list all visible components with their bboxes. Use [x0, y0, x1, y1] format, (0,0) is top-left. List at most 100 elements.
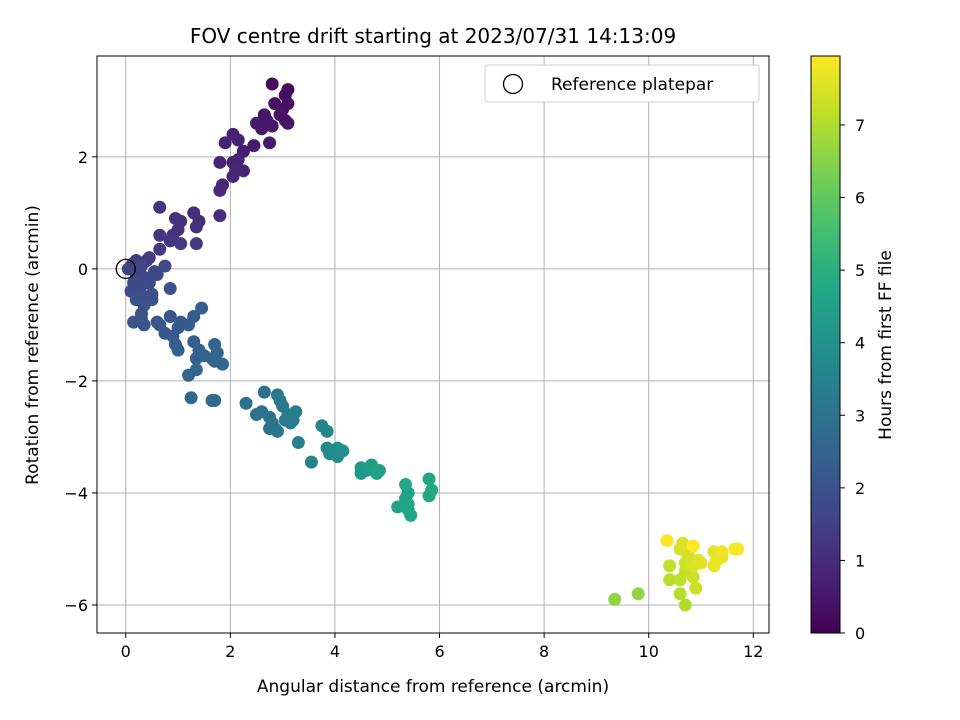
- data-point: [239, 396, 253, 410]
- data-point: [663, 559, 677, 573]
- x-tick-label: 10: [639, 642, 659, 661]
- data-point: [281, 116, 295, 130]
- data-point: [715, 545, 729, 559]
- data-point: [404, 508, 418, 522]
- data-point: [676, 536, 690, 550]
- data-point: [678, 598, 692, 612]
- data-point: [213, 183, 227, 197]
- data-point: [158, 259, 172, 273]
- data-point: [265, 77, 279, 91]
- data-point: [168, 211, 182, 225]
- y-tick-label: 2: [78, 148, 88, 167]
- data-point: [391, 500, 405, 514]
- data-point: [257, 385, 271, 399]
- legend-box: [484, 64, 760, 103]
- data-point: [226, 127, 240, 141]
- legend-marker: [502, 73, 524, 95]
- data-point: [263, 136, 277, 150]
- data-point: [320, 424, 334, 438]
- data-point: [213, 209, 227, 223]
- y-axis-label: Rotation from reference (arcmin): [23, 205, 43, 485]
- x-tick-label: 0: [121, 642, 131, 661]
- data-point: [686, 570, 700, 584]
- x-axis-ticks: 0 2 4 6 8 10 12: [121, 633, 763, 661]
- colorbar-label: Hours from first FF file: [876, 250, 896, 440]
- data-point: [422, 472, 436, 486]
- data-point: [731, 542, 745, 556]
- x-axis-label: Angular distance from reference (arcmin): [257, 677, 609, 697]
- y-tick-label: −6: [64, 596, 88, 615]
- x-tick-label: 2: [225, 642, 235, 661]
- data-point: [153, 242, 167, 256]
- data-point: [189, 363, 203, 377]
- data-point: [663, 573, 677, 587]
- x-tick-label: 12: [743, 642, 763, 661]
- colorbar-tick-label: 0: [855, 624, 865, 643]
- plot-frame: [96, 55, 770, 634]
- data-point: [660, 534, 674, 548]
- data-point: [134, 259, 148, 273]
- reference-marker: [115, 258, 136, 280]
- data-point: [213, 155, 227, 169]
- reference-platepar-point: [115, 258, 136, 280]
- data-point: [270, 424, 284, 438]
- data-point: [208, 394, 222, 408]
- data-point: [187, 309, 201, 323]
- legend: Reference platepar: [484, 64, 760, 103]
- scatter-points: [121, 77, 745, 612]
- data-point: [150, 267, 164, 281]
- x-tick-label: 4: [330, 642, 340, 661]
- data-point: [184, 391, 198, 405]
- data-point: [694, 556, 708, 570]
- colorbar-tick-label: 6: [855, 189, 865, 208]
- data-point: [163, 281, 177, 295]
- data-point: [247, 139, 261, 153]
- data-point: [631, 587, 645, 601]
- data-point: [163, 234, 177, 248]
- data-point: [686, 539, 700, 553]
- data-point: [608, 592, 622, 606]
- data-point: [399, 478, 413, 492]
- data-point: [425, 483, 439, 497]
- data-point: [278, 413, 292, 427]
- data-point: [195, 301, 209, 315]
- data-point: [163, 309, 177, 323]
- x-tick-label: 6: [434, 642, 444, 661]
- colorbar-tick-label: 2: [855, 479, 865, 498]
- chart-title: FOV centre drift starting at 2023/07/31 …: [190, 24, 676, 48]
- data-point: [265, 119, 279, 133]
- colorbar-tick-label: 1: [855, 551, 865, 570]
- data-point: [208, 354, 222, 368]
- data-point: [226, 169, 240, 183]
- data-point: [336, 444, 350, 458]
- colorbar-tick-label: 4: [855, 334, 865, 353]
- data-point: [218, 136, 232, 150]
- data-point: [153, 228, 167, 242]
- data-point: [291, 436, 305, 450]
- data-point: [255, 122, 269, 136]
- data-point: [304, 455, 318, 469]
- legend-label: Reference platepar: [551, 75, 713, 95]
- colorbar-tick-label: 7: [855, 116, 865, 135]
- data-point: [673, 587, 687, 601]
- y-tick-label: −2: [64, 372, 88, 391]
- data-point: [137, 318, 151, 332]
- y-tick-label: 0: [78, 260, 88, 279]
- x-tick-label: 8: [539, 642, 549, 661]
- data-point: [171, 343, 185, 357]
- colorbar: [810, 55, 841, 634]
- data-point: [187, 206, 201, 220]
- data-point: [689, 581, 703, 595]
- data-point: [174, 237, 188, 251]
- data-point: [189, 237, 203, 251]
- data-point: [289, 405, 303, 419]
- y-tick-label: −4: [64, 484, 88, 503]
- colorbar-tick-label: 5: [855, 261, 865, 280]
- colorbar-tick-label: 3: [855, 406, 865, 425]
- data-point: [370, 466, 384, 480]
- y-axis-ticks: −6 −4 −2 0 2: [64, 148, 97, 615]
- colorbar-ticks: 0 1 2 3 4 5 6 7: [840, 116, 865, 643]
- data-point: [189, 220, 203, 234]
- data-point: [153, 200, 167, 214]
